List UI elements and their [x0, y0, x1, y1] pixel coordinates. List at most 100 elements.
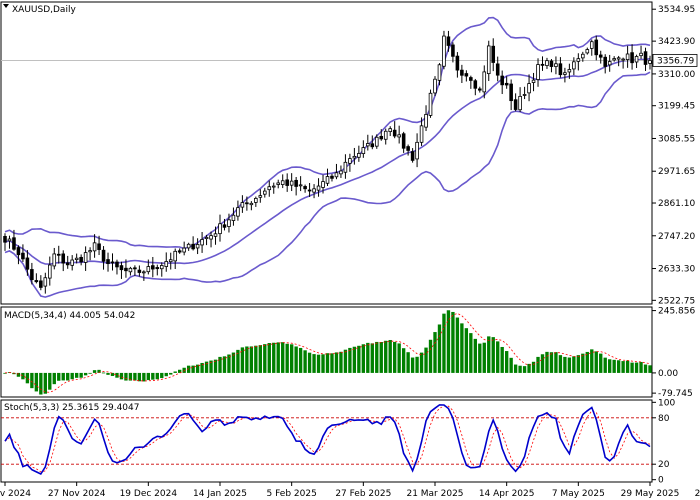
- macd-bar: [504, 351, 509, 373]
- candle: [383, 128, 388, 145]
- macd-bar: [267, 343, 271, 373]
- candle: [415, 133, 419, 168]
- candle: [52, 247, 57, 270]
- candle: [522, 86, 527, 100]
- macd-bar: [307, 352, 312, 373]
- macd-bar: [258, 345, 262, 373]
- macd-bar: [294, 346, 298, 373]
- macd-bar: [491, 337, 495, 373]
- macd-axis-tick-label: 245.856: [658, 307, 695, 317]
- macd-bar: [572, 356, 576, 373]
- current-price-marker: [652, 54, 698, 67]
- bollinger-upper-band: [4, 16, 651, 250]
- candle: [616, 55, 621, 67]
- macd-bar: [169, 372, 173, 375]
- candle: [424, 105, 428, 132]
- macd-bar: [536, 356, 540, 373]
- candle: [473, 78, 478, 96]
- macd-bar: [393, 341, 397, 373]
- x-axis-tick-label: 27 Feb 2025: [335, 489, 391, 499]
- stoch-axis-tick-label: 0: [658, 476, 664, 486]
- candle: [598, 50, 603, 64]
- candle: [245, 196, 249, 211]
- candle: [56, 245, 61, 264]
- macd-bar: [401, 348, 406, 373]
- macd-bar: [325, 353, 330, 373]
- candle: [285, 173, 289, 192]
- macd-bar: [16, 372, 21, 377]
- macd-bar: [92, 370, 97, 373]
- candle: [491, 38, 496, 72]
- candle: [204, 234, 209, 246]
- candle: [366, 134, 370, 151]
- candle: [7, 235, 12, 249]
- macd-bar: [52, 372, 56, 385]
- macd-bar: [451, 311, 455, 373]
- candle: [437, 63, 442, 86]
- x-axis-tick-label: 29 May 2025: [621, 489, 680, 499]
- macd-bar: [97, 369, 101, 373]
- candle: [410, 148, 415, 163]
- price-axis-tick-label: 2861.10: [658, 199, 695, 209]
- macd-bar: [25, 372, 30, 384]
- macd-signal-line: [4, 312, 651, 393]
- candle: [92, 234, 97, 258]
- macd-bar: [563, 356, 567, 373]
- candle: [48, 256, 52, 286]
- macd-bar: [630, 362, 634, 373]
- candle: [173, 248, 177, 270]
- price-axis-tick-label: 3085.55: [658, 134, 695, 144]
- candle: [531, 72, 536, 92]
- macd-bar: [339, 351, 343, 373]
- candle: [576, 53, 581, 71]
- macd-bar: [357, 345, 361, 373]
- candle: [177, 248, 182, 254]
- macd-bar: [182, 367, 186, 373]
- macd-bar: [478, 343, 482, 373]
- candle: [406, 144, 410, 156]
- candle: [222, 218, 227, 231]
- macd-bar: [540, 354, 545, 373]
- candle: [388, 126, 392, 137]
- candle: [567, 63, 572, 79]
- candle: [397, 125, 401, 144]
- candle: [442, 30, 446, 70]
- candle: [348, 153, 352, 172]
- price-axis-tick-label: 3423.90: [658, 37, 695, 47]
- macd-bar: [195, 364, 200, 373]
- x-axis-tick-label: 20 Jun 2025: [695, 489, 700, 499]
- price-panel: [1, 16, 652, 298]
- candle: [43, 272, 48, 294]
- macd-bar: [137, 372, 142, 382]
- candle: [343, 154, 348, 179]
- macd-axis-tick-label: 0.00: [658, 369, 678, 379]
- macd-bar: [487, 336, 491, 373]
- macd-bar: [424, 347, 428, 373]
- macd-bar: [348, 347, 352, 373]
- macd-bar: [209, 360, 213, 373]
- macd-bar: [263, 344, 267, 373]
- candle: [3, 233, 7, 251]
- candle: [312, 184, 316, 199]
- macd-bar: [74, 372, 79, 378]
- macd-bar: [464, 328, 469, 373]
- candle: [495, 56, 500, 82]
- macd-bar: [531, 361, 536, 373]
- candle: [70, 255, 74, 271]
- candle: [124, 259, 128, 278]
- macd-bar: [272, 342, 276, 373]
- candle: [634, 54, 639, 68]
- macd-bar: [57, 372, 61, 381]
- candle: [195, 238, 200, 255]
- candle: [65, 255, 70, 269]
- macd-bar: [285, 343, 289, 373]
- candle: [213, 226, 218, 245]
- macd-bar: [599, 353, 603, 373]
- macd-bar: [554, 352, 558, 373]
- candle: [97, 235, 101, 256]
- macd-bar: [61, 372, 65, 381]
- macd-bar: [88, 372, 92, 374]
- candle: [464, 70, 469, 82]
